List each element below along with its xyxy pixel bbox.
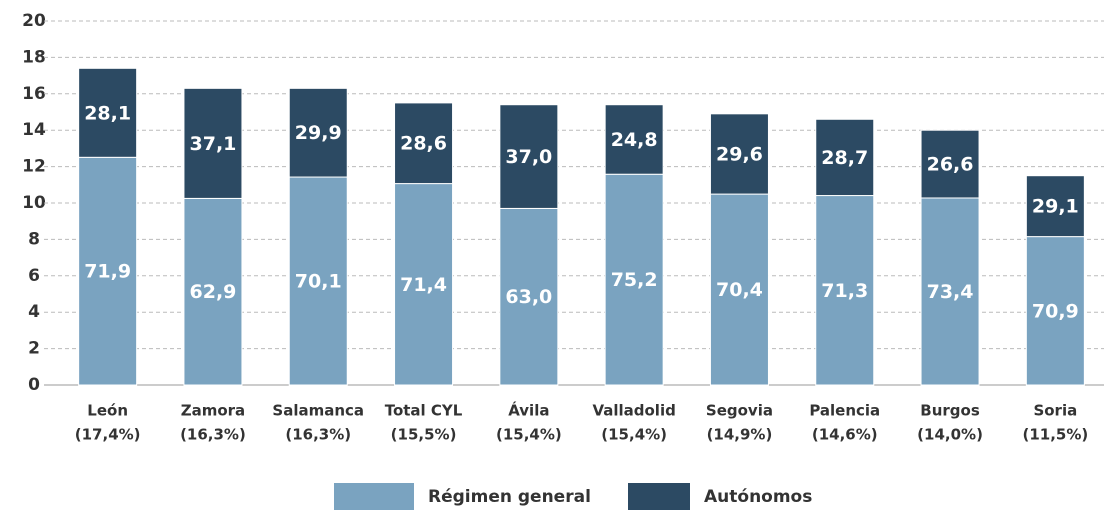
y-tick-label: 18	[22, 47, 46, 67]
value-label: 75,2	[611, 269, 658, 291]
x-tick-sublabel: (14,9%)	[707, 426, 773, 444]
x-tick-sublabel: (11,5%)	[1022, 426, 1088, 444]
y-tick-label: 10	[22, 193, 46, 213]
bar-segment	[78, 156, 138, 386]
legend-swatch	[334, 483, 414, 510]
bar-segment	[394, 183, 454, 386]
y-tick-label: 14	[22, 120, 46, 140]
value-label: 63,0	[505, 286, 552, 308]
bar-segment	[815, 195, 875, 386]
y-tick-label: 12	[22, 157, 46, 177]
legend-swatch	[628, 483, 690, 510]
x-tick-sublabel: (17,4%)	[75, 426, 141, 444]
y-tick-label: 20	[22, 11, 46, 31]
y-tick-label: 8	[28, 229, 40, 249]
x-tick-label: Salamanca	[272, 402, 364, 420]
bar-segment	[288, 87, 348, 178]
x-tick-sublabel: (16,3%)	[180, 426, 246, 444]
bar-segment	[394, 102, 454, 185]
bar-segment	[815, 118, 875, 197]
value-label: 62,9	[190, 281, 237, 303]
x-tick-label: Soria	[1033, 402, 1077, 420]
value-label: 71,4	[400, 274, 447, 296]
x-tick-label: Burgos	[920, 402, 980, 420]
x-tick-sublabel: (15,5%)	[391, 426, 457, 444]
value-label: 71,3	[821, 280, 868, 302]
x-tick-label: León	[87, 402, 128, 420]
value-label: 70,9	[1032, 300, 1079, 322]
value-label: 29,6	[716, 143, 763, 165]
bar-segment	[183, 197, 243, 386]
x-tick-label: Zamora	[181, 402, 245, 420]
bar-segment	[499, 104, 559, 209]
value-label: 70,1	[295, 271, 342, 293]
x-tick-sublabel: (15,4%)	[601, 426, 667, 444]
legend-label: Autónomos	[704, 487, 812, 507]
bar-segment	[920, 129, 980, 199]
bar-segment	[709, 193, 769, 386]
bar-segment	[1025, 175, 1085, 238]
x-tick-sublabel: (14,0%)	[917, 426, 983, 444]
y-tick-label: 6	[28, 266, 40, 286]
bar-segment	[920, 197, 980, 386]
bar-segment	[78, 67, 138, 158]
value-label: 28,7	[821, 147, 868, 169]
bar-segment	[499, 207, 559, 386]
value-label: 26,6	[927, 154, 974, 176]
value-label: 24,8	[611, 129, 658, 151]
value-label: 37,1	[190, 133, 237, 155]
value-label: 28,6	[400, 133, 447, 155]
value-label: 37,0	[505, 146, 552, 168]
x-tick-label: Total CYL	[385, 402, 463, 420]
value-label: 29,1	[1032, 196, 1079, 218]
value-label: 73,4	[927, 281, 974, 303]
x-tick-label: Ávila	[508, 401, 549, 420]
x-tick-sublabel: (15,4%)	[496, 426, 562, 444]
bar-segment	[604, 173, 664, 386]
x-tick-sublabel: (16,3%)	[285, 426, 351, 444]
y-tick-label: 2	[28, 339, 40, 359]
bar-segment	[709, 113, 769, 195]
bar-segment	[604, 104, 664, 175]
bar-segment	[1025, 236, 1085, 386]
x-tick-label: Palencia	[809, 402, 880, 420]
y-tick-label: 16	[22, 84, 46, 104]
y-tick-label: 0	[28, 375, 40, 395]
value-label: 29,9	[295, 122, 342, 144]
value-label: 28,1	[84, 102, 131, 124]
x-tick-sublabel: (14,6%)	[812, 426, 878, 444]
value-label: 70,4	[716, 279, 763, 301]
legend-label: Régimen general	[428, 487, 591, 507]
x-tick-label: Segovia	[706, 402, 773, 420]
bar-segment	[183, 87, 243, 199]
y-tick-label: 4	[28, 302, 40, 322]
value-label: 71,9	[84, 261, 131, 283]
x-tick-label: Valladolid	[592, 402, 675, 420]
